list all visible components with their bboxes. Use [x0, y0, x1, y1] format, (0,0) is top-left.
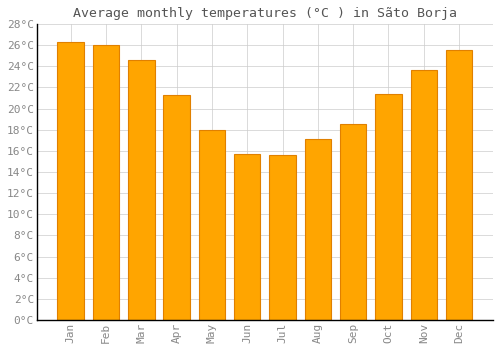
Bar — [58, 42, 84, 320]
Bar — [93, 45, 120, 320]
Bar — [164, 95, 190, 320]
Bar — [375, 94, 402, 320]
Bar — [128, 60, 154, 320]
Title: Average monthly temperatures (°C ) in Sãto Borja: Average monthly temperatures (°C ) in Sã… — [73, 7, 457, 20]
Bar — [304, 139, 331, 320]
Bar — [234, 154, 260, 320]
Bar — [340, 124, 366, 320]
Bar — [198, 130, 225, 320]
Bar — [270, 155, 296, 320]
Bar — [410, 70, 437, 320]
Bar — [446, 50, 472, 320]
